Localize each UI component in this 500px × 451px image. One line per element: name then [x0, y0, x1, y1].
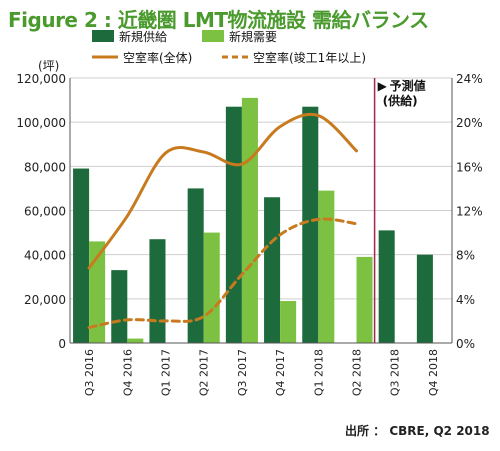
- legend-swatch: [92, 30, 114, 42]
- y-right-tick-label: 0%: [456, 337, 475, 351]
- y-left-tick-label: 80,000: [24, 160, 66, 174]
- bar-demand: [127, 338, 144, 343]
- line-vacancy-existing: [87, 217, 358, 330]
- y-right-tick-label: 4%: [456, 293, 475, 307]
- y-right-tick-label: 16%: [456, 160, 483, 174]
- bar-supply: [302, 106, 319, 343]
- bar-supply: [149, 239, 166, 343]
- legend-label: 新規供給: [119, 29, 167, 44]
- y-left-tick-label: 40,000: [24, 249, 66, 263]
- bar-supply: [73, 168, 90, 343]
- x-tick-label: Q3 2018: [389, 349, 402, 396]
- bar-demand: [280, 301, 297, 343]
- x-tick-label: Q4 2017: [274, 349, 287, 396]
- axes: 0 20,000 40,000 60,000 80,000 100,000 120,000 0…: [16, 59, 482, 396]
- forecast-label: 予測値: [390, 78, 426, 93]
- source-note: 出所 ： CBRE, Q2 2018: [345, 424, 490, 438]
- legend-label: 空室率(竣工1年以上): [253, 50, 366, 65]
- y-right-tick-label: 12%: [456, 205, 483, 219]
- forecast-marker: ▶: [378, 79, 388, 93]
- x-tick-label: Q2 2017: [198, 349, 211, 396]
- bar-demand: [89, 241, 106, 343]
- bar-demand: [318, 190, 335, 343]
- bar-demand: [241, 97, 258, 343]
- bar-supply: [378, 230, 395, 343]
- bar-demand: [356, 256, 373, 343]
- forecast-label-sub: (供給): [383, 93, 418, 108]
- y-left-tick-label: 60,000: [24, 205, 66, 219]
- bar-supply: [264, 197, 281, 343]
- y-left-tick-label: 20,000: [24, 293, 66, 307]
- figure-title: Figure 2 : 近畿圏 LMT物流施設 需給バランス: [8, 8, 429, 32]
- bars: [73, 97, 433, 343]
- line-vacancy-overall: [87, 112, 358, 270]
- bar-supply: [225, 106, 242, 343]
- x-tick-label: Q3 2017: [236, 349, 249, 396]
- y-left-tick-label: 0: [58, 337, 66, 351]
- x-tick-label: Q1 2017: [160, 349, 173, 396]
- y-left-unit-label: (坪): [38, 59, 59, 73]
- y-right-tick-label: 8%: [456, 249, 475, 263]
- x-tick-label: Q1 2018: [312, 349, 325, 396]
- bar-supply: [416, 254, 433, 343]
- lines: [87, 112, 358, 330]
- legend-label: 新規需要: [229, 29, 277, 44]
- x-tick-label: Q3 2016: [83, 349, 96, 396]
- legend-swatch: [202, 30, 224, 42]
- x-tick-label: Q4 2018: [427, 349, 440, 396]
- y-left-tick-label: 120,000: [16, 72, 66, 86]
- bar-supply: [187, 188, 204, 343]
- y-left-tick-label: 100,000: [16, 116, 66, 130]
- y-right-tick-label: 20%: [456, 116, 483, 130]
- legend-label: 空室率(全体): [123, 50, 192, 65]
- bar-demand: [203, 232, 220, 343]
- x-tick-label: Q2 2018: [351, 349, 364, 396]
- y-right-tick-label: 24%: [456, 72, 483, 86]
- x-tick-label: Q4 2016: [121, 349, 134, 396]
- bar-supply: [111, 270, 128, 343]
